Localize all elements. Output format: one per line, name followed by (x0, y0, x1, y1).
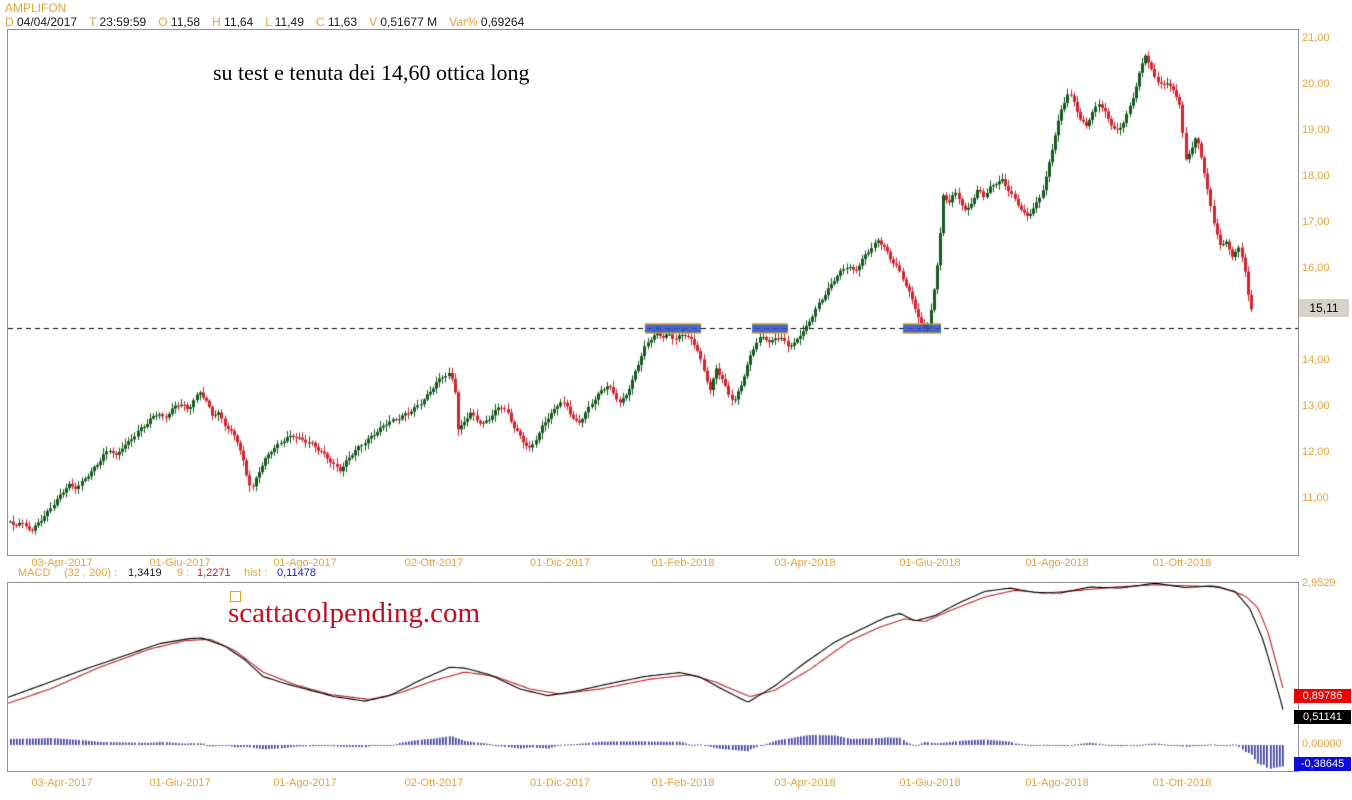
date-label: 03-Apr-2017 (31, 777, 93, 789)
macd-header-token: 1,3419 (128, 567, 162, 579)
date-label: 01-Ott-2018 (1152, 557, 1212, 569)
quote-field-value: 0,69264 (480, 15, 525, 29)
date-label: 03-Apr-2018 (774, 557, 836, 569)
price-axis-label: 20,00 (1302, 78, 1330, 90)
macd-max-label: 2,9529 (1302, 577, 1336, 589)
quote-field-label: Var% (449, 15, 481, 29)
quote-field-label: O (158, 15, 171, 29)
price-axis-label: 19,00 (1302, 124, 1330, 136)
date-label: 01-Ago-2018 (1025, 557, 1089, 569)
date-label: 01-Ago-2017 (273, 557, 337, 569)
price-axis-label: 11,00 (1302, 492, 1329, 504)
quote-field-label: H (212, 15, 225, 29)
date-label: 01-Giu-2017 (149, 557, 211, 569)
price-axis-label: 18,00 (1302, 170, 1330, 182)
quote-field-value: 11,49 (274, 15, 304, 29)
date-label: 02-Ott-2017 (404, 557, 464, 569)
date-label: 01-Dic-2017 (530, 777, 590, 789)
macd-header-token: 9 : (177, 567, 190, 579)
date-label: 01-Dic-2017 (530, 557, 590, 569)
date-label: 01-Giu-2017 (149, 777, 211, 789)
date-label: 01-Giu-2018 (899, 557, 961, 569)
price-axis-label: 21,00 (1302, 32, 1330, 44)
macd-header-token: 0,11478 (277, 567, 316, 579)
macd-header-token: hist : (244, 567, 268, 579)
date-label: 01-Giu-2018 (899, 777, 961, 789)
quote-field-label: C (315, 15, 328, 29)
histogram-value-box: -0,38645 (1294, 757, 1351, 771)
quote-field-label: V (369, 15, 381, 29)
price-axis-label: 14,00 (1302, 354, 1330, 366)
quote-field-value: 23:59:59 (99, 15, 147, 29)
price-axis-label: 12,00 (1302, 446, 1330, 458)
macd-header-token: MACD (18, 567, 51, 579)
quote-field-value: 0,51677 M (380, 15, 438, 29)
quote-field-label: T (89, 15, 100, 29)
macd-header-token: 1,2271 (197, 567, 231, 579)
date-label: 01-Ago-2018 (1025, 777, 1089, 789)
quote-field-label: D (5, 15, 17, 29)
price-candlestick-chart[interactable] (8, 30, 1298, 555)
watermark-square-icon (230, 591, 241, 602)
macd-zero-label: 0,00000 (1302, 738, 1342, 750)
price-axis-label: 17,00 (1302, 216, 1330, 228)
quote-field-value: 04/04/2017 (17, 15, 78, 29)
quote-field-value: 11,64 (224, 15, 254, 29)
quote-field-value: 11,63 (327, 15, 358, 29)
symbol-title: AMPLIFON (5, 1, 67, 15)
quote-field-label: L (265, 15, 275, 29)
price-axis-label: 16,00 (1302, 262, 1330, 274)
price-axis-label: 13,00 (1302, 400, 1330, 412)
date-label: 03-Apr-2017 (31, 557, 93, 569)
quote-info-line: D 04/04/2017 T 23:59:59 O 11,58 H 11,64 L 11… (5, 16, 536, 29)
date-label: 01-Ago-2017 (273, 777, 337, 789)
macd-value-box: 0,51141 (1294, 710, 1351, 724)
date-label: 01-Ott-2018 (1152, 777, 1212, 789)
signal-value-box: 0,89786 (1294, 689, 1351, 703)
chart-annotation: su test e tenuta dei 14,60 ottica long (213, 60, 530, 85)
date-label: 01-Feb-2018 (651, 777, 715, 789)
date-label: 03-Apr-2018 (774, 777, 836, 789)
watermark-text: scattacolpending.com (228, 597, 481, 629)
date-label: 02-Ott-2017 (404, 777, 464, 789)
quote-field-value: 11,58 (170, 15, 201, 29)
last-price-tag: 15,11 (1299, 299, 1349, 317)
date-label: 01-Feb-2018 (651, 557, 715, 569)
macd-indicator-chart[interactable] (8, 583, 1298, 770)
macd-header-token: (32 , 200) : (64, 567, 118, 579)
